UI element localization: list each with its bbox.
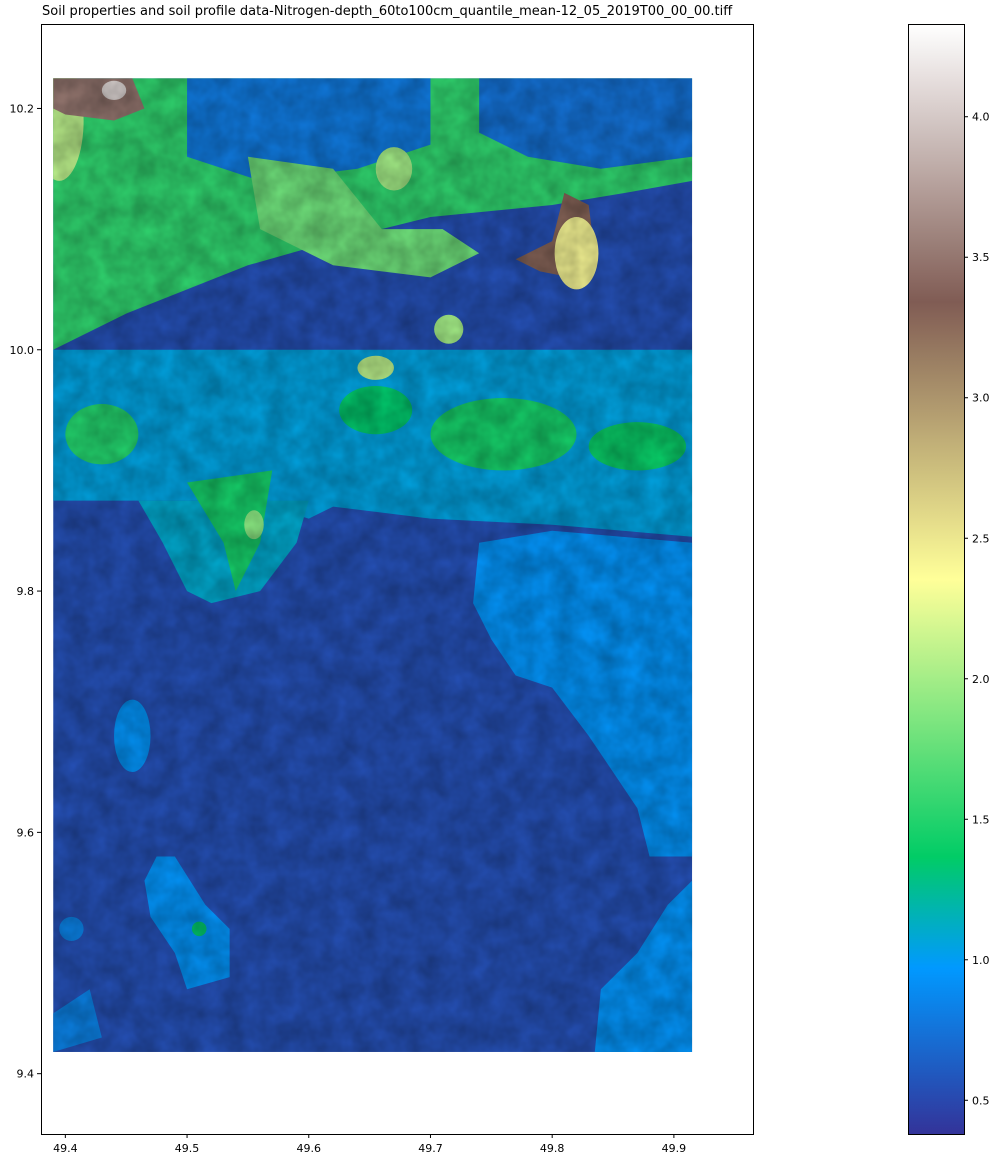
- x-tick-label: 49.4: [53, 1142, 78, 1155]
- x-axis: 49.4 49.5 49.6 49.7 49.8 49.9: [53, 1134, 686, 1155]
- colorbar-tick-label: 2.5: [972, 532, 990, 545]
- y-tick-label: 9.6: [17, 826, 35, 839]
- colorbar-tick-label: 1.5: [972, 813, 990, 826]
- y-tick-label: 9.4: [17, 1068, 35, 1081]
- colorbar-tick-label: 4.0: [972, 111, 990, 124]
- colorbar-tick-label: 0.5: [972, 1094, 990, 1107]
- raster-texture: [53, 78, 693, 1052]
- colorbar: [908, 24, 965, 1135]
- colorbar-tick-label: 1.0: [972, 954, 990, 967]
- x-tick-label: 49.8: [540, 1142, 565, 1155]
- x-tick-label: 49.7: [418, 1142, 443, 1155]
- colorbar-ticks: 0.5 1.0 1.5 2.0 2.5 3.0 3.5 4.0: [964, 111, 990, 1107]
- y-tick-label: 10.2: [10, 102, 35, 115]
- colorbar-tick-label: 2.0: [972, 673, 990, 686]
- colorbar-tick-label: 3.5: [972, 251, 990, 264]
- nitrogen-raster: [53, 78, 693, 1052]
- x-tick-label: 49.6: [297, 1142, 322, 1155]
- y-axis: 9.4 9.6 9.8 10.0 10.2: [10, 102, 41, 1081]
- x-tick-label: 49.5: [175, 1142, 200, 1155]
- colorbar-tick-label: 3.0: [972, 392, 990, 405]
- y-tick-label: 9.8: [17, 585, 35, 598]
- chart-title: Soil properties and soil profile data-Ni…: [42, 4, 733, 19]
- x-tick-label: 49.9: [662, 1142, 687, 1155]
- y-tick-label: 10.0: [10, 344, 35, 357]
